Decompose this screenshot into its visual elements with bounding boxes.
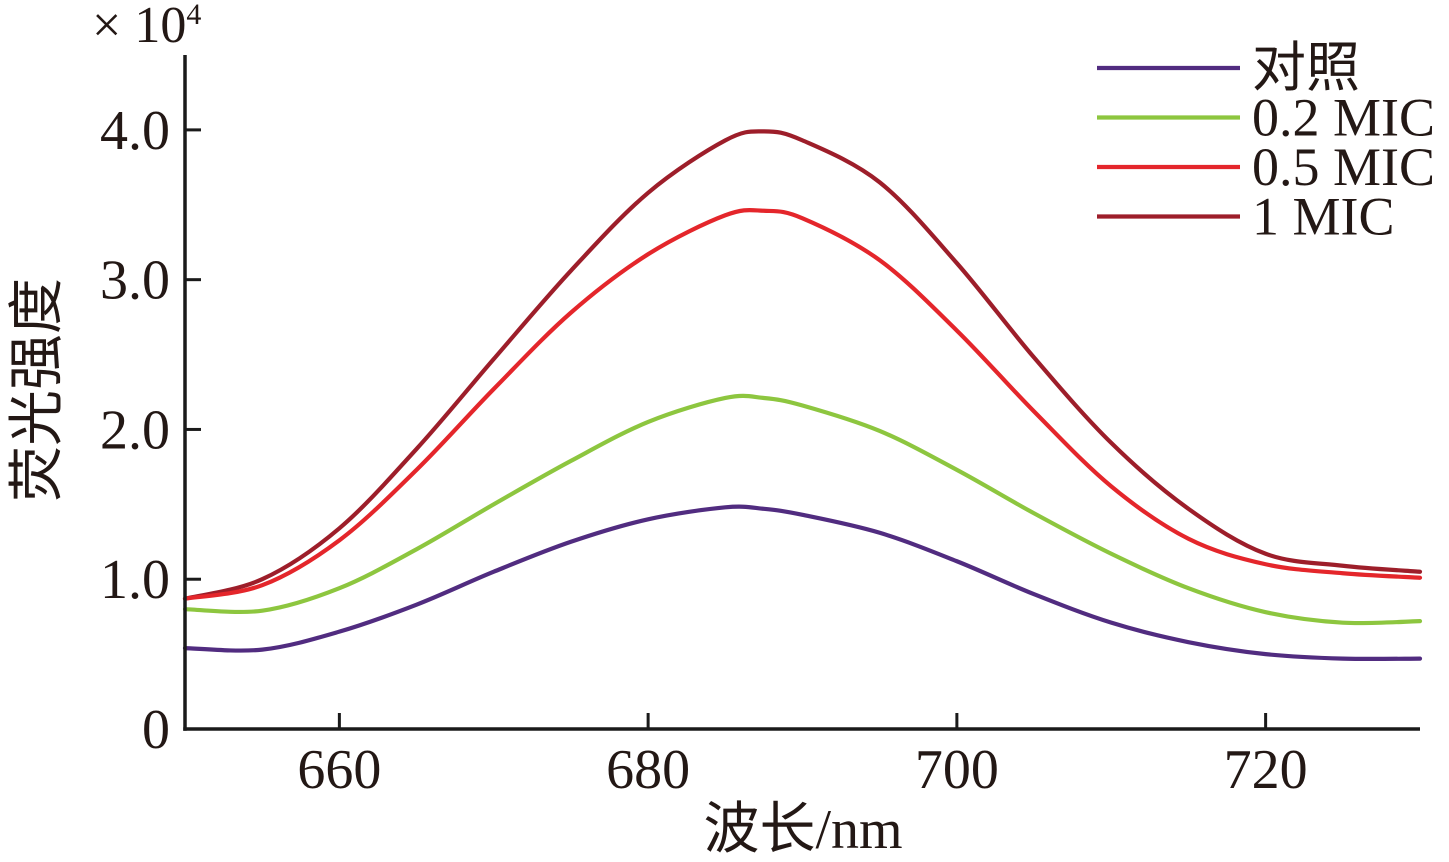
y-multiplier-base: × 10 — [92, 0, 186, 54]
legend-item: 0.5 MIC — [1097, 137, 1435, 197]
series-layer — [182, 129, 1423, 662]
legend-item: 对照 — [1097, 38, 1360, 98]
x-tick-label: 720 — [1224, 739, 1308, 801]
x-tick-label: 660 — [297, 739, 381, 801]
x-tick-label: 700 — [915, 739, 999, 801]
series-line-1 — [182, 393, 1423, 626]
y-tick-label: 4.0 — [100, 100, 170, 162]
y-multiplier-exponent: 4 — [186, 0, 201, 31]
y-tick-label: 3.0 — [100, 250, 170, 312]
legend-label: 0.5 MIC — [1252, 137, 1435, 197]
series-line-3 — [182, 129, 1423, 601]
legend-label: 1 MIC — [1252, 187, 1395, 247]
legend-item: 0.2 MIC — [1097, 88, 1435, 148]
x-tick-label: 680 — [606, 739, 690, 801]
y-axis-multiplier: × 104 — [92, 0, 201, 54]
legend-label: 对照 — [1252, 38, 1360, 98]
legend-item: 1 MIC — [1097, 187, 1395, 247]
legend-label: 0.2 MIC — [1252, 88, 1435, 148]
series-line-0 — [182, 504, 1423, 662]
ticks-layer: 660 680 700 720 0 1.0 2.0 3.0 4.0 — [100, 100, 1308, 801]
x-axis-label: 波长/nm — [703, 799, 902, 861]
axes-layer — [183, 55, 1420, 731]
series-line-2 — [182, 207, 1423, 601]
y-axis-label: 荧光强度 — [7, 278, 69, 502]
y-tick-label: 2.0 — [100, 399, 170, 461]
y-tick-label: 1.0 — [100, 549, 170, 611]
y-tick-label: 0 — [142, 699, 170, 761]
